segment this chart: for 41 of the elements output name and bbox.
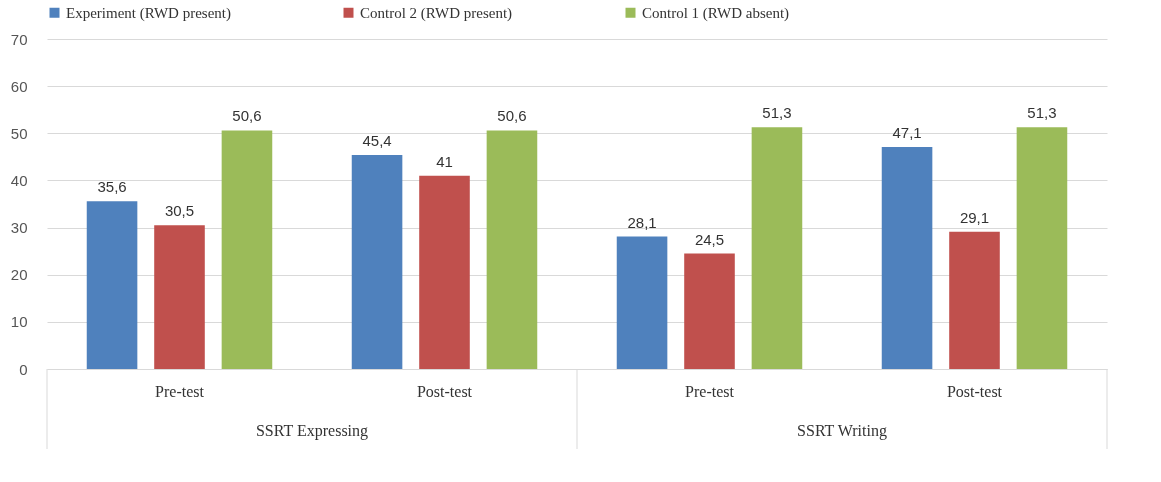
x-tick-label: Pre-test [685,382,735,400]
data-label: 28,1 [627,213,657,231]
bar [86,201,138,369]
y-tick-label: 70 [10,30,28,48]
y-tick-label: 40 [10,171,28,189]
data-label: 29,1 [959,208,990,226]
bar [154,225,205,369]
data-label: 35,6 [97,178,127,196]
text: SSRT Expressing [255,422,369,440]
bar [351,154,403,369]
x-tick-label: Post-test [946,382,1003,400]
data-label: 50,6 [497,107,527,125]
data-label: 51,3 [762,104,792,122]
data-label: 24,5 [694,230,725,248]
bar [1016,127,1068,369]
y-tick-label: 60 [10,77,28,95]
y-tick-label: 50 [10,124,28,142]
data-label: 47,1 [892,123,922,141]
x-tick-label: Post-test [416,382,473,400]
text: SSRT Writing [797,422,887,440]
y-tick-label: 20 [10,266,28,284]
data-label: 50,6 [232,107,262,125]
y-tick-label: 30 [10,219,28,237]
bar [949,231,1000,369]
bar [881,146,933,369]
x-tick-label: Pre-test [155,382,205,400]
bar [419,175,470,369]
legend-label: Experiment (RWD present) [66,4,231,22]
data-label: 45,4 [362,131,392,149]
bar [486,130,538,369]
legend-label: Control 1 (RWD absent) [642,4,790,22]
data-label: 51,3 [1027,104,1057,122]
data-label: 30,5 [164,202,195,220]
y-tick-label: 0 [19,360,28,378]
legend-label: Control 2 (RWD present) [360,4,513,22]
y-tick-label: 10 [10,313,28,331]
data-label: 41 [436,152,453,170]
bar [751,127,803,369]
bar [684,253,735,369]
bar [221,130,273,369]
bar [616,236,668,369]
